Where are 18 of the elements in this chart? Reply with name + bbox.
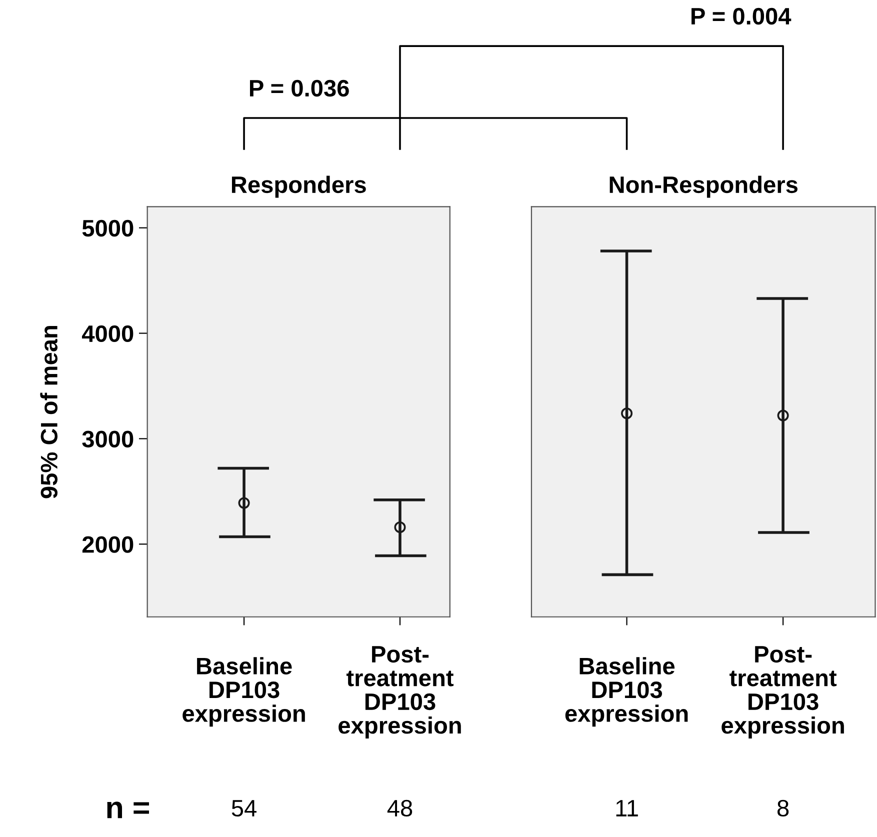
- text: 48: [387, 800, 412, 817]
- chart-title: Responders: [232, 176, 366, 198]
- text: 11: [616, 800, 638, 816]
- y-tick-label: 2000: [82, 536, 134, 553]
- y-tick-label: 4000: [82, 325, 134, 342]
- y-tick-label: 3000: [82, 430, 134, 448]
- x-tick-label: Baseline DP103 expression: [565, 657, 688, 727]
- y-tick-label: 5000: [82, 220, 134, 237]
- x-tick-label: Post- treatment DP103 expression: [722, 646, 844, 738]
- x-tick-label: Baseline DP103 expression: [182, 657, 305, 727]
- text: P = 0.036: [250, 80, 349, 97]
- y-axis-title: 95% CI of mean: [40, 326, 58, 498]
- chart-title: Non-Responders: [610, 176, 798, 198]
- text: n =: [107, 802, 149, 818]
- text: P = 0.004: [692, 8, 792, 25]
- text: 8: [778, 800, 789, 817]
- x-tick-label: Post- treatment DP103 expression: [338, 646, 461, 738]
- text: 54: [232, 800, 256, 817]
